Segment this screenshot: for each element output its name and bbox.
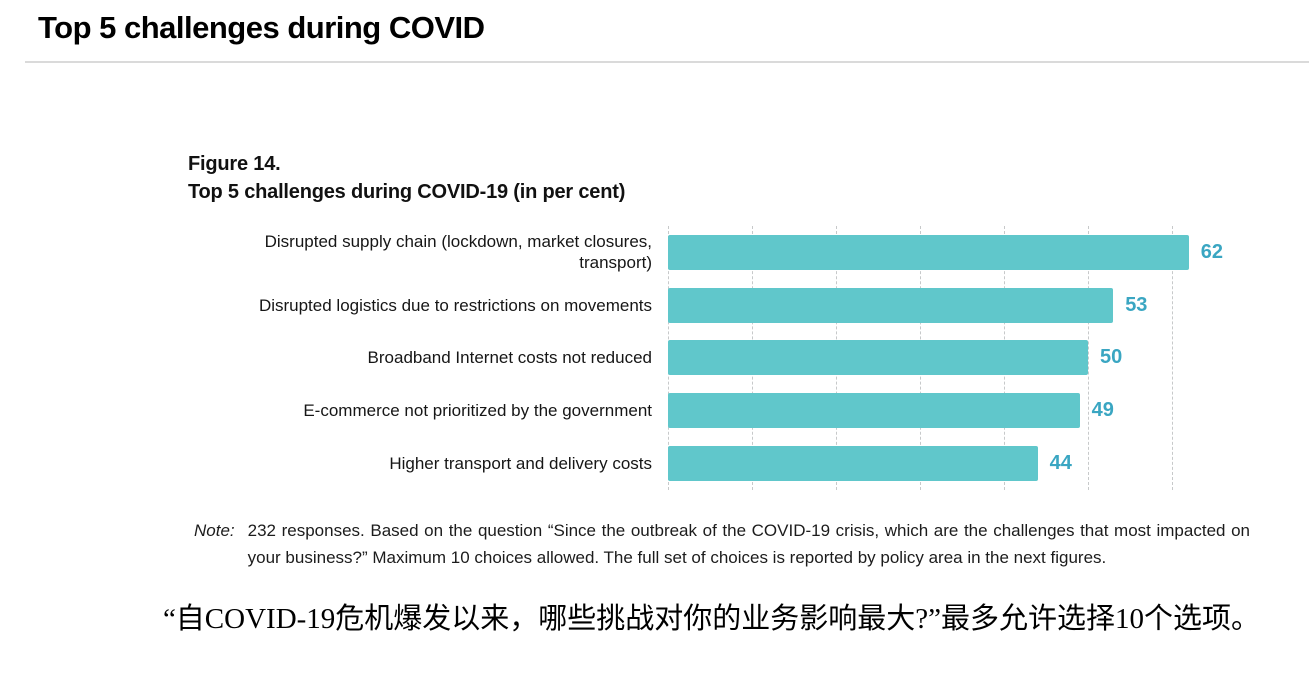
- bar-row: 50: [668, 332, 1246, 385]
- bar: [668, 446, 1038, 482]
- bar-value: 50: [1100, 346, 1123, 369]
- page-title: Top 5 challenges during COVID: [38, 10, 485, 45]
- chart-category-labels: Disrupted supply chain (lockdown, market…: [186, 226, 652, 490]
- bar-row: 49: [668, 384, 1246, 437]
- bar-label: Disrupted supply chain (lockdown, market…: [264, 232, 652, 273]
- bar-value: 44: [1049, 452, 1072, 475]
- bar-value: 49: [1091, 399, 1114, 422]
- bar: [668, 234, 1189, 270]
- figure-label: Figure 14.: [188, 153, 281, 175]
- gridline-50: [1088, 226, 1089, 490]
- figure-title: Top 5 challenges during COVID-19 (in per…: [188, 181, 626, 203]
- bar-label: E-commerce not prioritized by the govern…: [303, 401, 652, 421]
- figure-heading: Figure 14. Top 5 challenges during COVID…: [188, 150, 625, 206]
- chart-plot-area: 62 53 50 49 44: [668, 226, 1246, 490]
- bar-row: 62: [668, 226, 1246, 279]
- bar: [668, 340, 1088, 376]
- translation-text: “自COVID-19危机爆发以来，哪些挑战对你的业务影响最大?”最多允许选择10…: [162, 603, 1261, 635]
- bar-value: 62: [1200, 240, 1224, 263]
- bar: [668, 287, 1114, 323]
- bar-label: Higher transport and delivery costs: [389, 454, 652, 474]
- bar-chart: Disrupted supply chain (lockdown, market…: [186, 226, 1246, 490]
- bar-row: 53: [668, 279, 1246, 332]
- bar-label: Disrupted logistics due to restrictions …: [258, 295, 652, 315]
- bar: [668, 393, 1080, 429]
- chart-bar-rows: 62 53 50 49 44: [668, 226, 1246, 490]
- bar-label: Broadband Internet costs not reduced: [367, 348, 652, 368]
- note-text: 232 responses. Based on the question “Si…: [247, 521, 1250, 567]
- note-label: Note:: [194, 521, 235, 540]
- bar-row: 44: [668, 437, 1246, 490]
- title-divider: [25, 61, 1309, 63]
- gridline-60: [1172, 226, 1173, 490]
- bar-value: 53: [1125, 293, 1148, 316]
- figure-note: Note: 232 responses. Based on the questi…: [194, 517, 1250, 571]
